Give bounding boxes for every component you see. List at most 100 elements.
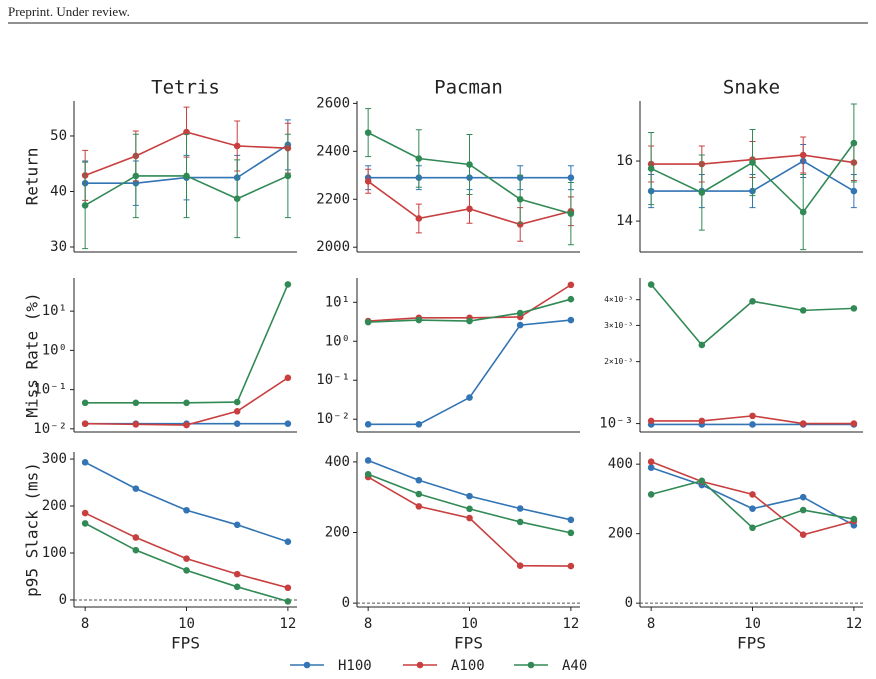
data-point xyxy=(749,297,756,305)
y-tick-label: 10⁰ xyxy=(325,333,350,349)
data-point xyxy=(81,509,89,517)
data-point xyxy=(567,281,575,289)
data-point xyxy=(284,420,292,428)
data-point xyxy=(850,420,858,427)
data-point xyxy=(799,151,807,159)
data-point xyxy=(698,417,706,425)
series-line xyxy=(84,522,289,603)
data-point xyxy=(233,420,241,428)
y-tick-label: 2400 xyxy=(316,143,350,159)
y-tick-label: 200 xyxy=(325,525,350,541)
data-point xyxy=(132,546,140,554)
data-point xyxy=(466,317,473,325)
x-tick-label: 10 xyxy=(178,616,195,632)
data-point xyxy=(647,491,655,498)
y-tick-label: 14 xyxy=(616,213,633,229)
data-point xyxy=(567,529,575,537)
legend-label: A40 xyxy=(562,658,587,674)
y-tick-label: 10⁻¹ xyxy=(316,372,350,388)
data-point xyxy=(466,394,473,401)
data-point xyxy=(799,506,807,514)
panel-title: Snake xyxy=(723,77,780,99)
data-point xyxy=(516,309,524,317)
data-point xyxy=(749,412,756,420)
y-tick-label: 10⁰ xyxy=(42,342,67,358)
data-point xyxy=(132,485,140,492)
y-tick-label: 40 xyxy=(50,183,67,199)
y-tick-label: 50 xyxy=(50,128,67,144)
data-point xyxy=(516,195,524,203)
panel-title: Pacman xyxy=(434,77,503,99)
data-point xyxy=(364,457,372,464)
data-point xyxy=(850,515,858,523)
y-tick-label: 400 xyxy=(325,454,350,470)
data-point xyxy=(415,421,423,428)
y-axis-label: p95 Slack (ms) xyxy=(23,462,42,597)
y-tick-label: 200 xyxy=(608,526,633,542)
legend-label: A100 xyxy=(451,658,485,674)
y-tick-label: 400 xyxy=(608,456,633,472)
y-tick-label: 2200 xyxy=(316,191,350,207)
data-point xyxy=(284,172,292,180)
y-tick-label: 10⁻² xyxy=(316,411,350,427)
x-tick-label: 12 xyxy=(562,616,579,632)
y-tick-label: 4×10⁻³ xyxy=(604,295,633,304)
data-point xyxy=(81,459,89,466)
data-point xyxy=(647,165,655,172)
y-tick-label: 16 xyxy=(616,153,633,169)
data-point xyxy=(516,321,524,329)
legend-label: H100 xyxy=(338,658,372,674)
data-point xyxy=(466,205,473,213)
series-line xyxy=(84,512,289,589)
data-point xyxy=(466,161,473,168)
series-line xyxy=(650,479,855,529)
data-point xyxy=(799,420,807,427)
series-line xyxy=(367,476,571,567)
series-line xyxy=(84,461,289,543)
data-point xyxy=(81,399,89,407)
data-point xyxy=(233,407,241,415)
y-axis-label: Miss Rate (%) xyxy=(23,292,42,417)
x-tick-label: 10 xyxy=(744,616,761,632)
data-point xyxy=(749,524,756,532)
data-point xyxy=(749,491,756,498)
data-point xyxy=(749,505,756,512)
x-tick-label: 8 xyxy=(364,616,372,632)
data-point xyxy=(516,505,524,512)
x-axis-label: FPS xyxy=(454,634,483,653)
data-point xyxy=(364,129,372,136)
data-point xyxy=(698,477,706,485)
y-tick-label: 0 xyxy=(342,595,350,611)
data-point xyxy=(132,534,140,541)
data-point xyxy=(233,398,241,406)
data-point xyxy=(183,555,190,562)
data-point xyxy=(364,421,372,428)
data-point xyxy=(233,142,241,150)
y-tick-label: 3×10⁻³ xyxy=(604,321,633,330)
y-tick-label: 200 xyxy=(42,498,67,514)
data-point xyxy=(516,518,524,526)
data-point xyxy=(567,295,575,303)
y-tick-label: 10⁻² xyxy=(33,421,67,437)
data-point xyxy=(567,316,575,324)
y-tick-label: 10⁻¹ xyxy=(33,382,67,398)
data-point xyxy=(233,570,241,578)
data-point xyxy=(647,458,655,466)
x-tick-label: 8 xyxy=(647,616,655,632)
data-point xyxy=(799,531,807,539)
y-tick-label: 0 xyxy=(59,592,67,608)
panel-title: Tetris xyxy=(151,77,220,99)
data-point xyxy=(567,516,575,524)
data-point xyxy=(183,567,190,574)
data-point xyxy=(647,281,655,288)
data-point xyxy=(183,172,190,180)
data-point xyxy=(284,598,292,605)
series-line xyxy=(368,319,571,426)
data-point xyxy=(466,492,473,500)
data-point xyxy=(233,195,241,203)
data-point xyxy=(516,562,524,569)
data-point xyxy=(850,187,858,195)
data-point xyxy=(183,128,190,136)
page-header: Preprint. Under review. xyxy=(8,4,130,19)
data-point xyxy=(364,177,372,185)
